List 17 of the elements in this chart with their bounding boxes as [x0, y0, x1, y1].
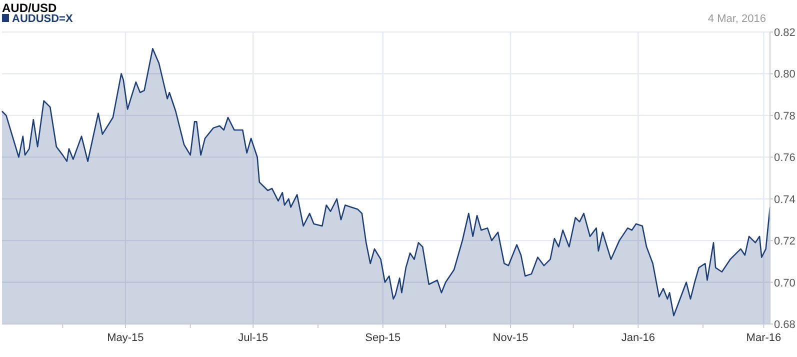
x-tick-label: Mar-16 [746, 332, 782, 344]
legend-label: AUDUSD=X [12, 13, 74, 25]
y-tick-label: 0.80 [774, 68, 796, 81]
y-tick-label: 0.78 [774, 110, 796, 122]
x-tick-label: Jul-15 [238, 332, 268, 344]
x-tick-label: Sep-15 [365, 332, 401, 344]
y-tick-label: 0.82 [774, 27, 796, 39]
x-tick-label: May-15 [107, 332, 144, 344]
x-tick-label: Nov-15 [492, 332, 528, 344]
y-tick-label: 0.72 [774, 236, 796, 248]
y-tick-label: 0.74 [774, 194, 796, 206]
text: 4 Mar, 2016 [708, 13, 766, 25]
chart-title: AUD/USD [2, 1, 57, 15]
x-tick-label: Jan-16 [621, 332, 655, 344]
y-tick-label: 0.70 [774, 277, 796, 290]
y-tick-label: 0.68 [774, 319, 796, 331]
y-tick-label: 0.76 [774, 152, 796, 164]
